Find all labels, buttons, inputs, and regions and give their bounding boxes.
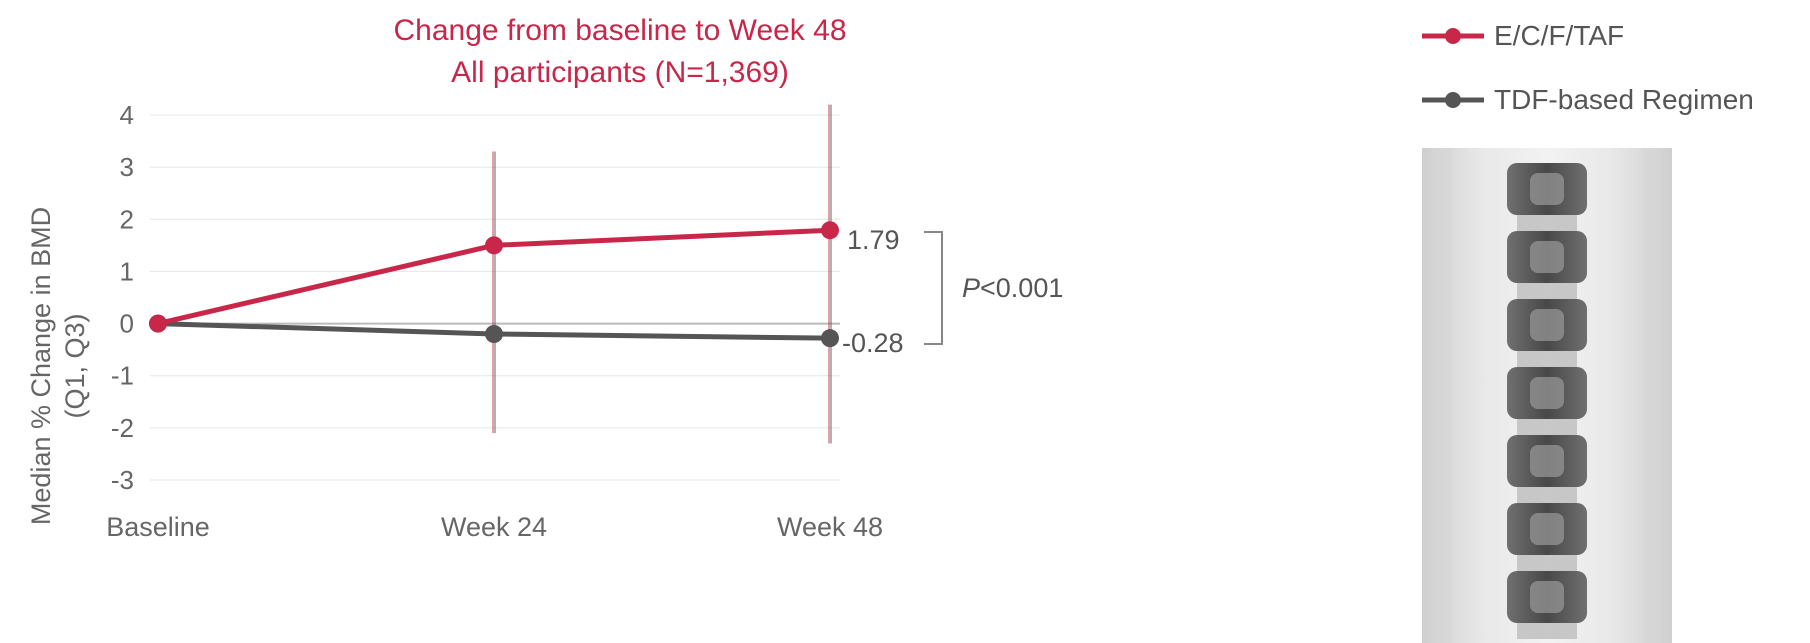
legend-label-tdf: TDF-based Regimen (1494, 84, 1754, 115)
y-tick-label: -1 (111, 361, 134, 391)
x-tick-label: Week 24 (441, 512, 547, 542)
chart-title: Change from baseline to Week 48 (393, 14, 847, 47)
vertebra-center (1530, 445, 1564, 477)
data-point-ecftaf (821, 221, 839, 240)
vertebra-center (1530, 513, 1564, 545)
disc-space (1517, 283, 1577, 299)
y-tick-label: 2 (120, 204, 134, 234)
y-tick-label: 1 (120, 256, 134, 286)
x-axis-ticks: Baseline Week 24 Week 48 (106, 512, 883, 542)
data-point-tdf (485, 325, 503, 343)
y-tick-label: 0 (120, 309, 134, 339)
y-tick-label: -3 (111, 465, 134, 495)
data-point-ecftaf (485, 236, 503, 255)
y-tick-label: 3 (120, 152, 134, 182)
disc-space (1517, 487, 1577, 503)
vertebra-center (1530, 377, 1564, 409)
disc-space (1517, 351, 1577, 367)
pvalue-bracket (924, 231, 943, 345)
series-lines (149, 221, 839, 348)
disc-space (1517, 215, 1577, 231)
vertebra-center (1530, 581, 1564, 613)
disc-space (1517, 419, 1577, 435)
chart-subtitle: All participants (N=1,369) (451, 56, 789, 89)
vertebra-center (1530, 173, 1564, 205)
end-label-ecftaf: 1.79 (847, 225, 900, 255)
end-label-tdf: -0.28 (842, 328, 904, 358)
legend-label-ecftaf: E/C/F/TAF (1494, 20, 1625, 51)
spine-xray-image (1422, 148, 1672, 643)
y-axis-label: Median % Change in BMD (26, 207, 56, 525)
data-point-ecftaf (149, 314, 167, 333)
legend-marker-ecftaf (1422, 28, 1484, 44)
y-axis-label-secondary: (Q1, Q3) (60, 313, 90, 418)
disc-space (1517, 555, 1577, 571)
disc-space (1517, 623, 1577, 639)
vertebra-center (1530, 241, 1564, 273)
error-bars (492, 104, 832, 444)
x-tick-label: Baseline (106, 512, 210, 542)
data-point-tdf (821, 329, 839, 348)
y-tick-label: 4 (120, 100, 134, 130)
legend-marker-tdf (1422, 92, 1484, 108)
y-tick-label: -2 (111, 413, 134, 443)
x-tick-label: Week 48 (777, 512, 883, 542)
pvalue-text: P<0.001 (962, 273, 1063, 303)
legend: E/C/F/TAF TDF-based Regimen (1422, 12, 1754, 140)
y-axis-ticks: 4 3 2 1 0 -1 -2 -3 (111, 100, 134, 495)
legend-item-ecftaf: E/C/F/TAF (1422, 12, 1754, 60)
legend-item-tdf: TDF-based Regimen (1422, 76, 1754, 124)
vertebra-center (1530, 309, 1564, 341)
annotations: 1.79 -0.28 P<0.001 (842, 225, 1063, 358)
